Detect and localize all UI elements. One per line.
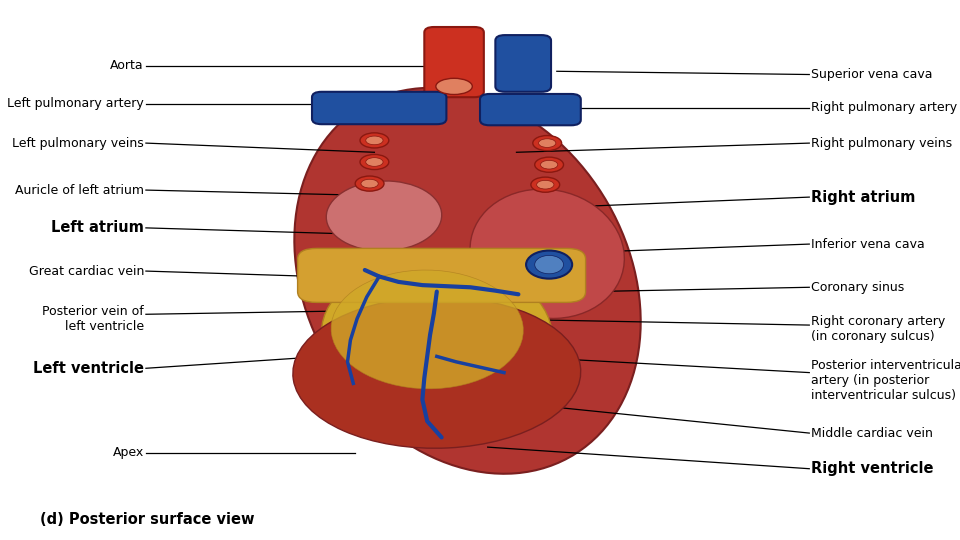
Ellipse shape [360,133,389,148]
Text: Left atrium: Left atrium [51,220,144,235]
Ellipse shape [360,154,389,170]
Text: Left pulmonary veins: Left pulmonary veins [12,137,144,150]
Text: Great cardiac vein: Great cardiac vein [29,265,144,278]
FancyBboxPatch shape [424,27,484,97]
Text: Posterior vein of
left ventricle: Posterior vein of left ventricle [42,305,144,333]
Text: Right pulmonary veins: Right pulmonary veins [811,137,952,150]
Ellipse shape [470,189,624,319]
Text: Apex: Apex [112,446,144,459]
Ellipse shape [537,180,554,189]
Ellipse shape [322,259,552,410]
FancyBboxPatch shape [312,92,446,124]
Ellipse shape [526,251,572,279]
Text: Coronary sinus: Coronary sinus [811,281,904,294]
Ellipse shape [295,88,640,474]
Text: Posterior interventricular
artery (in posterior
interventricular sulcus): Posterior interventricular artery (in po… [811,359,960,402]
FancyBboxPatch shape [480,94,581,125]
Text: (d) Posterior surface view: (d) Posterior surface view [40,511,254,526]
FancyBboxPatch shape [495,35,551,92]
Ellipse shape [366,158,383,166]
Text: Right coronary artery
(in coronary sulcus): Right coronary artery (in coronary sulcu… [811,315,946,343]
Ellipse shape [539,139,556,147]
Ellipse shape [326,181,442,251]
Text: Middle cardiac vein: Middle cardiac vein [811,427,933,440]
FancyBboxPatch shape [298,248,586,302]
Ellipse shape [361,179,378,188]
Ellipse shape [533,136,562,151]
Text: Left pulmonary artery: Left pulmonary artery [8,97,144,110]
Text: Right atrium: Right atrium [811,190,916,205]
Text: Inferior vena cava: Inferior vena cava [811,238,924,251]
Ellipse shape [436,78,472,94]
Ellipse shape [366,136,383,145]
Text: Right pulmonary artery: Right pulmonary artery [811,102,957,114]
Text: Aorta: Aorta [110,59,144,72]
Text: Left ventricle: Left ventricle [33,361,144,376]
Ellipse shape [293,297,581,448]
Ellipse shape [331,270,523,389]
Ellipse shape [531,177,560,192]
Ellipse shape [535,255,564,274]
Ellipse shape [535,157,564,172]
Text: Superior vena cava: Superior vena cava [811,68,933,81]
Text: Auricle of left atrium: Auricle of left atrium [15,184,144,197]
Text: Right ventricle: Right ventricle [811,461,934,476]
Ellipse shape [355,176,384,191]
Ellipse shape [540,160,558,169]
